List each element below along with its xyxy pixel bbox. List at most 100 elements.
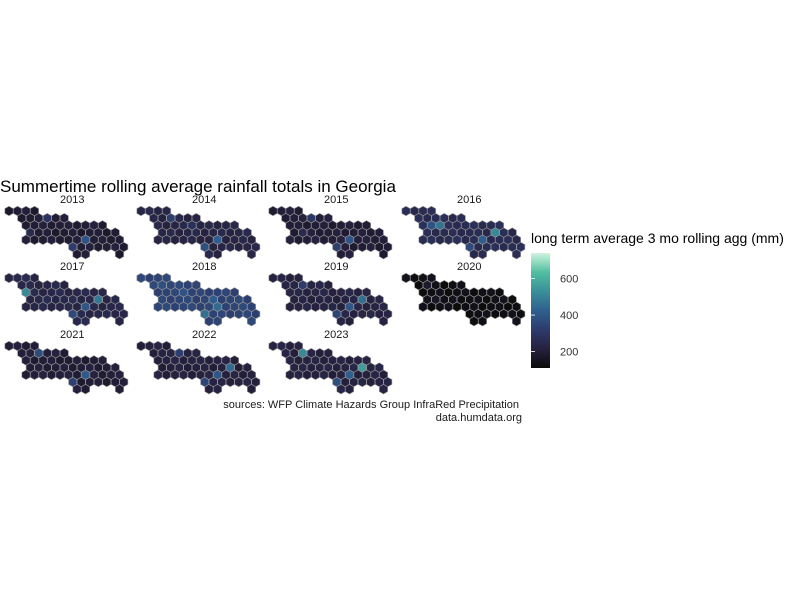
hex-cell [153,234,163,245]
hex-cell [204,384,214,395]
facet-label: 2023 [324,329,348,341]
hex-cell [38,369,48,380]
hex-cell [47,369,56,380]
facet-2019: 2019 [268,261,393,327]
hex-cell [444,234,453,245]
hex-cell [21,301,31,312]
facet-2016: 2016 [401,194,526,260]
hex-cell [285,301,295,312]
facet-2023: 2023 [268,329,393,395]
facet-2022: 2022 [136,329,261,395]
hex-cell [302,234,312,245]
facet-2018: 2018 [136,261,261,327]
hex-cell [21,369,31,380]
hex-cell [319,301,329,312]
hex-cell [47,301,56,312]
hex-cell [115,316,124,327]
hex-cell [93,376,103,388]
hex-cell [55,301,65,312]
hex-cell [268,340,278,352]
hex-cell [499,241,509,253]
hex-cell [30,369,39,380]
hex-cell [311,369,320,380]
hex-cell [268,272,278,284]
chart-title: Summertime rolling average rainfall tota… [0,177,396,196]
hex-cell [4,272,14,284]
hex-cell [452,301,462,312]
hex-cell [366,241,376,253]
facet-2017: 2017 [4,261,129,327]
facet-2015: 2015 [268,194,393,260]
facet-label: 2020 [457,261,481,273]
facet-grid: 2013 2014 2015 2016 2017 2018 2019 2020 2021 2022… [4,194,526,395]
hex-cell [302,369,312,380]
hex-cell [294,301,303,312]
legend-title: long term average 3 mo rolling agg (mm) [531,230,784,246]
hex-cell [38,234,48,245]
hex-cell [30,301,39,312]
hex-cell [452,234,462,245]
hex-cell [345,249,354,260]
hex-cell [366,376,376,388]
hex-cell [136,340,146,352]
hex-cell [213,249,222,260]
hex-cell [319,234,329,245]
hex-cell [4,205,14,217]
hex-cell [294,369,303,380]
hex-cell [204,249,214,260]
hex-cell [136,205,146,217]
hex-cell [81,249,90,260]
hex-cell [179,369,188,380]
legend-tick-label: 200 [560,347,578,359]
hex-cell [379,384,388,395]
hex-cell [418,234,428,245]
hex-cell [435,234,445,245]
hex-cell [93,241,103,253]
hex-cell [490,308,500,320]
hex-cell [225,308,235,320]
legend-tick-label: 400 [560,310,578,322]
hex-cell [418,301,428,312]
facet-label: 2017 [60,261,84,273]
hex-cell [72,316,82,327]
hex-cell [72,384,82,395]
hex-cell [401,205,411,217]
hex-cell [285,369,295,380]
facet-label: 2022 [192,329,216,341]
hex-cell [302,301,312,312]
hex-cell [170,234,180,245]
hex-cell [469,249,479,260]
facet-label: 2015 [324,194,348,206]
facet-2014: 2014 [136,194,261,260]
hex-cell [319,369,329,380]
hex-cell [444,301,453,312]
hex-cell [234,376,244,388]
hex-cell [247,316,256,327]
hex-cell [268,205,278,217]
hex-cell [102,376,112,388]
legend-tick-label: 600 [560,274,578,286]
hex-cell [187,234,197,245]
hex-cell [379,249,388,260]
facet-label: 2016 [457,194,481,206]
hex-cell [93,308,103,320]
facet-label: 2018 [192,261,216,273]
hex-cell [136,272,146,284]
hex-cell [357,376,367,388]
hex-cell [162,301,171,312]
hex-cell [285,234,295,245]
hex-cell [102,308,112,320]
caption-sources: sources: WFP Climate Hazards Group Infra… [223,399,519,411]
hex-cell [427,234,436,245]
hex-cell [179,301,188,312]
facet-2021: 2021 [4,329,129,395]
hex-cell [294,234,303,245]
legend: long term average 3 mo rolling agg (mm) … [531,230,784,368]
caption-site: data.humdata.org [436,412,522,424]
hex-cell [81,384,90,395]
facet-label: 2019 [324,261,348,273]
hex-cell [490,241,500,253]
hex-cell [162,234,171,245]
hex-cell [512,316,521,327]
